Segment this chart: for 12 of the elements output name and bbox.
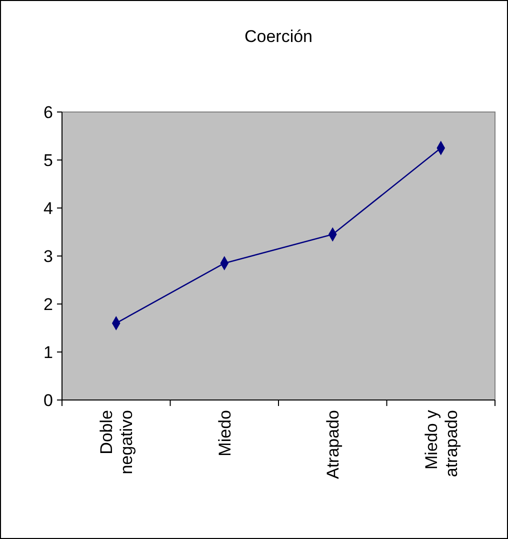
y-tick-label: 1 xyxy=(44,342,53,362)
y-tick-label: 4 xyxy=(44,198,53,218)
y-tick-label: 5 xyxy=(44,150,53,170)
y-tick-label: 0 xyxy=(44,390,53,410)
y-tick-label: 3 xyxy=(44,246,53,266)
y-tick-label: 6 xyxy=(44,102,53,122)
x-tick-label: Miedo xyxy=(215,410,234,456)
y-tick-label: 2 xyxy=(44,294,53,314)
chart-title: Coerción xyxy=(244,27,313,46)
x-tick-label: Doble negativo xyxy=(97,410,136,474)
x-tick-label: Atrapado xyxy=(324,410,343,479)
x-tick-label: Miedo y atrapado xyxy=(422,410,461,478)
